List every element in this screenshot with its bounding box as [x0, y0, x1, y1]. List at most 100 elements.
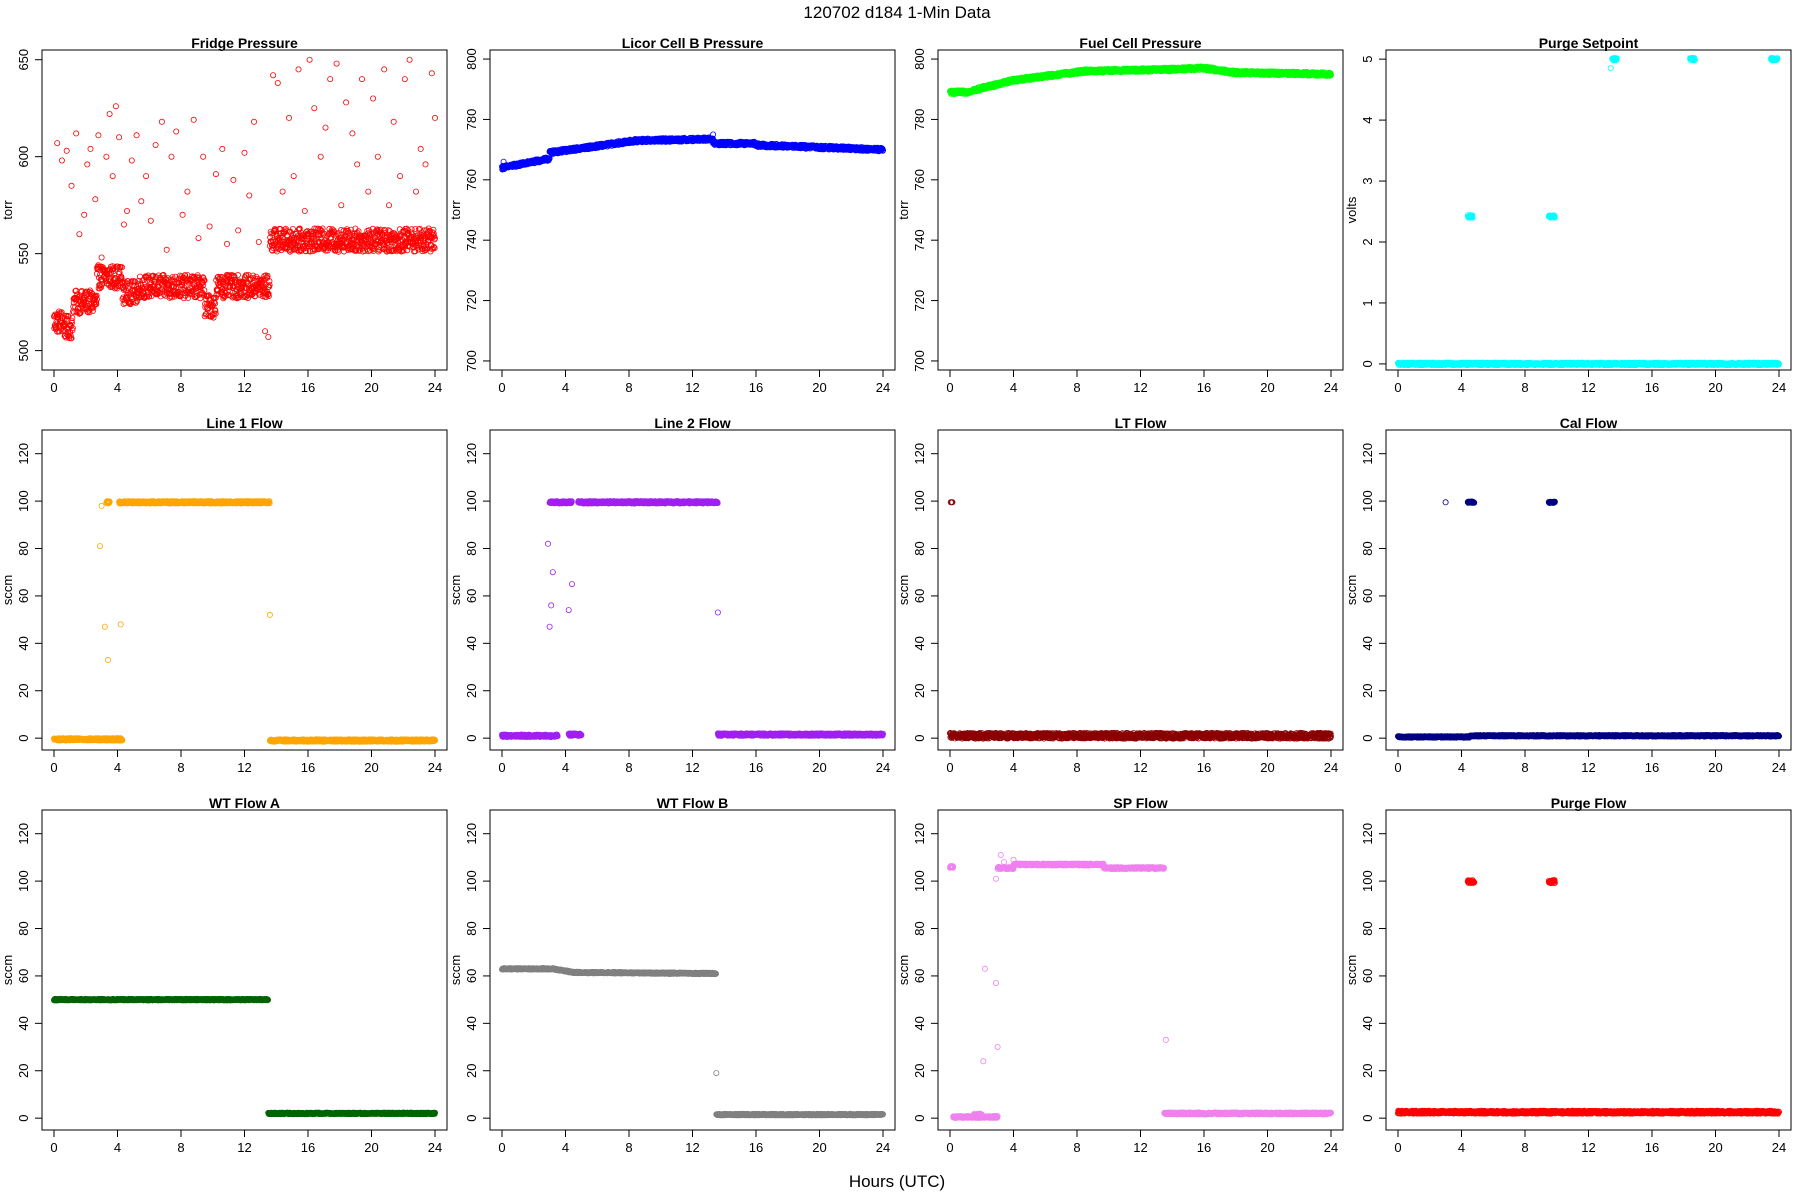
data-point: [134, 133, 139, 138]
x-tick-label: 4: [114, 380, 121, 395]
data-point: [164, 247, 169, 252]
x-tick-label: 0: [946, 380, 953, 395]
y-tick-label: 4: [1360, 116, 1375, 123]
data-point: [99, 255, 104, 260]
x-tick-label: 20: [1260, 380, 1274, 395]
x-tick-label: 4: [562, 380, 569, 395]
x-tick-label: 4: [1010, 380, 1017, 395]
data-point: [77, 232, 82, 237]
y-axis-label: torr: [448, 200, 463, 220]
x-tick-label: 16: [1645, 380, 1659, 395]
data-point: [201, 154, 206, 159]
data-point: [256, 239, 261, 244]
data-point: [271, 73, 276, 78]
data-point: [251, 119, 256, 124]
data-point: [296, 67, 301, 72]
data-point: [429, 71, 434, 76]
data-point: [55, 141, 60, 146]
data-point: [153, 142, 158, 147]
x-tick-label: 8: [177, 380, 184, 395]
data-point: [263, 329, 268, 334]
data-point: [266, 334, 271, 339]
y-tick-label: 650: [16, 49, 31, 71]
plot-frame: [42, 50, 447, 370]
data-point: [64, 148, 69, 153]
x-tick-label: 24: [876, 380, 890, 395]
panel-title: Fuel Cell Pressure: [1079, 35, 1201, 51]
x-tick-label: 20: [812, 380, 826, 395]
y-tick-label: 600: [16, 146, 31, 168]
data-point: [180, 212, 185, 217]
y-tick-label: 1: [1360, 299, 1375, 306]
data-point: [207, 224, 212, 229]
y-tick-label: 740: [464, 229, 479, 251]
data-point: [432, 115, 437, 120]
x-tick-label: 16: [301, 380, 315, 395]
data-point: [307, 57, 312, 62]
x-tick-label: 24: [1772, 380, 1786, 395]
data-point: [117, 135, 122, 140]
y-axis-label: volts: [1344, 196, 1359, 223]
panel-title: Purge Setpoint: [1539, 35, 1639, 51]
data-point: [275, 80, 280, 85]
data-point: [107, 111, 112, 116]
data-points: [1395, 55, 1781, 367]
data-point: [88, 146, 93, 151]
data-point: [286, 115, 291, 120]
data-point: [159, 119, 164, 124]
data-point: [402, 77, 407, 82]
y-tick-label: 720: [912, 290, 927, 312]
data-point: [231, 177, 236, 182]
figure-x-axis-label: Hours (UTC): [849, 1172, 945, 1191]
data-point: [96, 133, 101, 138]
data-point: [328, 77, 333, 82]
x-tick-label: 20: [1708, 380, 1722, 395]
x-tick-label: 24: [1324, 380, 1338, 395]
y-tick-label: 3: [1360, 177, 1375, 184]
data-point: [185, 189, 190, 194]
data-point: [139, 199, 144, 204]
data-point: [85, 162, 90, 167]
data-point: [359, 77, 364, 82]
data-point: [213, 172, 218, 177]
x-tick-label: 12: [685, 380, 699, 395]
data-point: [280, 189, 285, 194]
y-tick-label: 760: [912, 169, 927, 191]
data-point: [371, 96, 376, 101]
x-tick-label: 0: [50, 380, 57, 395]
x-tick-label: 12: [1133, 380, 1147, 395]
data-point: [242, 150, 247, 155]
data-point: [121, 222, 126, 227]
data-point: [74, 131, 79, 136]
data-point: [110, 174, 115, 179]
data-point: [169, 154, 174, 159]
data-point: [355, 162, 360, 167]
data-point: [339, 203, 344, 208]
panel-2: Licor Cell B Pressure0 4 8 12 16 20 2470072074…: [448, 35, 895, 395]
x-tick-label: 0: [1394, 380, 1401, 395]
data-point: [124, 208, 129, 213]
y-tick-label: 500: [16, 340, 31, 362]
x-tick-label: 16: [749, 380, 763, 395]
x-tick-label: 0: [498, 380, 505, 395]
x-tick-label: 16: [1197, 380, 1211, 395]
data-point: [350, 131, 355, 136]
data-point: [407, 57, 412, 62]
data-point: [382, 67, 387, 72]
plot-frame: [490, 50, 895, 370]
x-tick-label: 4: [1458, 380, 1465, 395]
data-point: [93, 197, 98, 202]
data-point: [69, 183, 74, 188]
data-point: [375, 154, 380, 159]
data-point: [196, 236, 201, 241]
data-point: [334, 61, 339, 66]
data-point: [291, 174, 296, 179]
data-point: [82, 212, 87, 217]
data-point: [220, 146, 225, 151]
y-tick-label: 780: [464, 109, 479, 131]
y-tick-label: 780: [912, 109, 927, 131]
data-point: [391, 119, 396, 124]
y-tick-label: 550: [16, 243, 31, 265]
